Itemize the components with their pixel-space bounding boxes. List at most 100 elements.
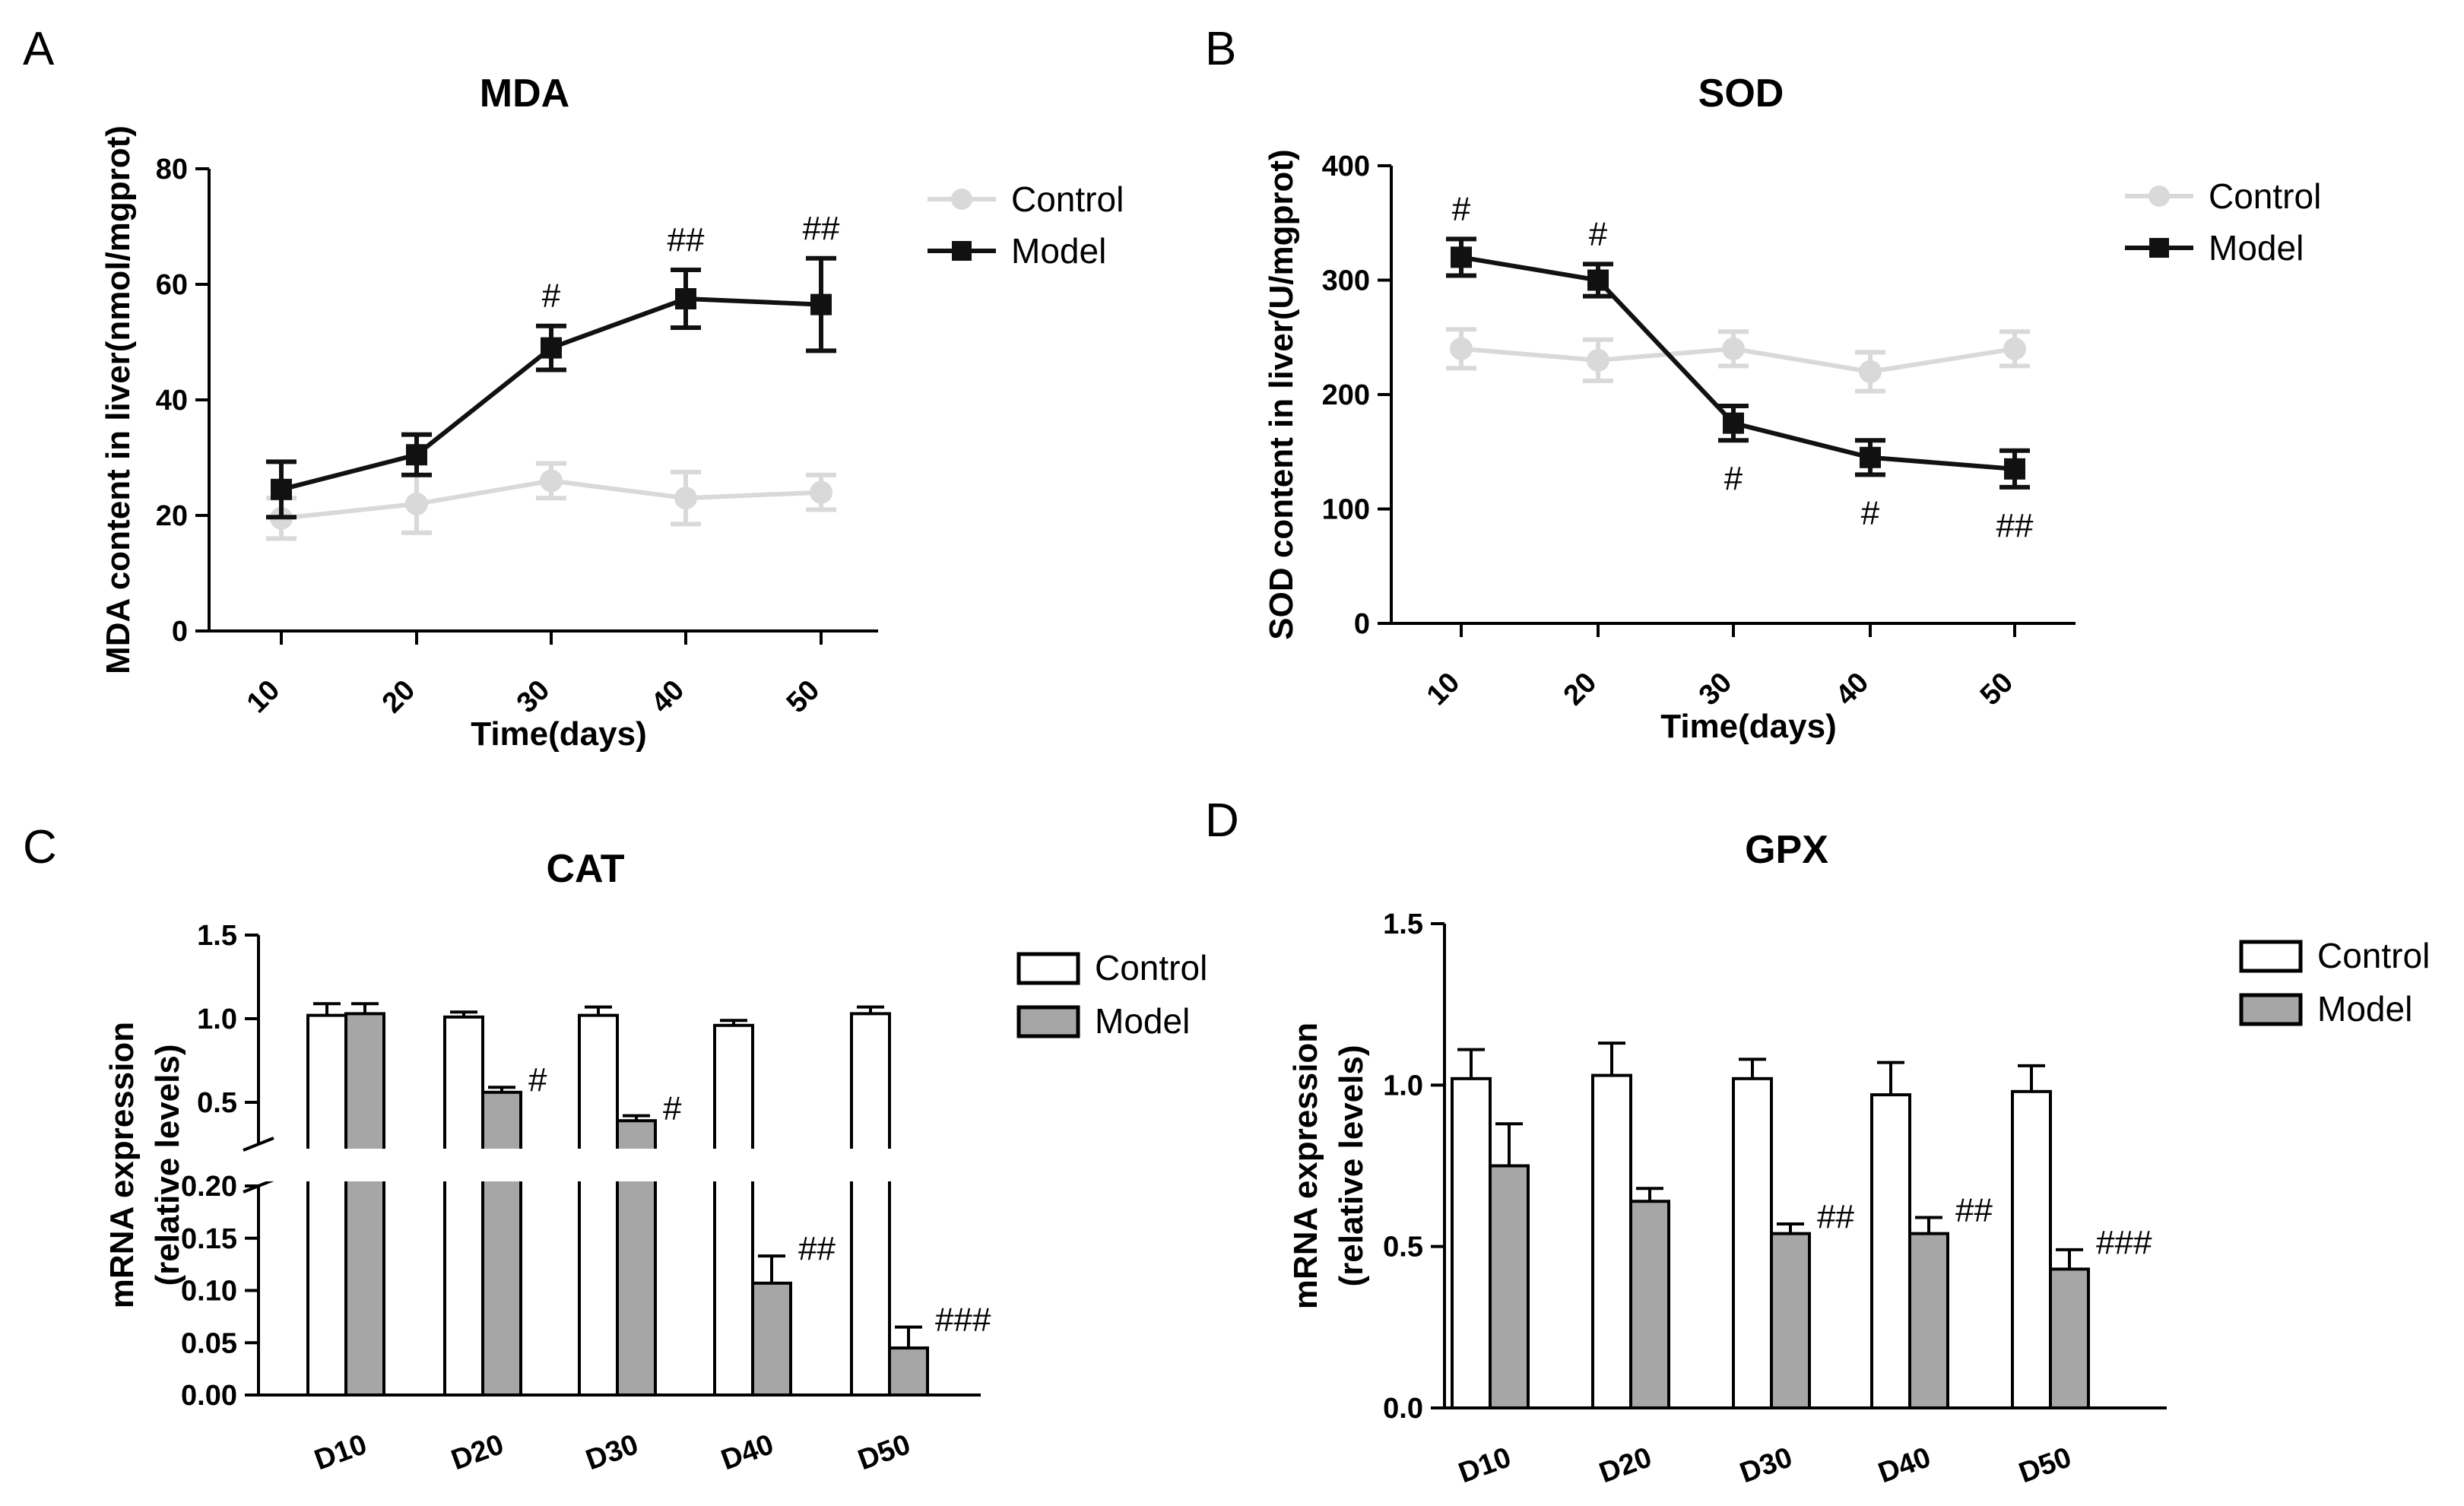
- legend-model-label: Model: [2317, 989, 2412, 1029]
- legend-control-marker: [951, 189, 972, 210]
- y-tick-label: 200: [1322, 379, 1370, 411]
- control-bar: [1591, 1073, 1632, 1410]
- y-axis-label-line1: mRNA expression: [1287, 1022, 1324, 1309]
- control-data-point: [1859, 360, 1882, 383]
- significance-marker: ###: [2096, 1224, 2152, 1261]
- chart-title: MDA: [480, 71, 569, 116]
- control-bar: [1732, 1076, 1773, 1409]
- x-tick-label: 40: [645, 674, 691, 720]
- y-tick-label: 0.05: [181, 1327, 237, 1359]
- x-tick-label: 20: [376, 674, 422, 720]
- x-tick-label: D10: [1454, 1441, 1515, 1489]
- legend-model-label: Model: [1011, 231, 1106, 271]
- x-tick-label: 30: [1693, 667, 1739, 712]
- model-bar: [751, 1281, 792, 1397]
- legend-control-label: Control: [1095, 948, 1207, 988]
- significance-marker: ###: [935, 1302, 991, 1339]
- x-tick-label: D40: [1874, 1441, 1935, 1489]
- y-tick-label: 0.0: [1383, 1393, 1423, 1425]
- model-bar: [1489, 1164, 1530, 1409]
- significance-marker: ##: [803, 210, 840, 247]
- control-data-point: [1722, 337, 1745, 360]
- significance-marker: ##: [1955, 1191, 1993, 1229]
- panel-label-d: D: [1205, 794, 1239, 847]
- model-data-point: [406, 444, 427, 466]
- panel-label-a: A: [23, 23, 55, 75]
- control-bar: [2011, 1089, 2052, 1409]
- y-tick-label: 0.15: [181, 1223, 237, 1255]
- y-axis-label-line2: (relative levels): [149, 1045, 186, 1286]
- x-tick-label: D30: [1736, 1441, 1796, 1489]
- y-tick-label: 80: [156, 154, 188, 185]
- significance-marker: #: [542, 277, 561, 315]
- legend-model-marker: [2149, 238, 2169, 258]
- legend-control-marker: [2148, 185, 2170, 207]
- chart-title: SOD: [1698, 71, 1784, 116]
- control-data-point: [1450, 337, 1473, 360]
- model-data-point: [810, 293, 832, 315]
- legend-model-swatch: [1016, 1005, 1080, 1038]
- x-tick-label: D10: [310, 1428, 371, 1476]
- x-tick-label: 30: [511, 674, 557, 720]
- x-tick-label: 20: [1558, 667, 1603, 712]
- y-tick-label: 40: [156, 385, 188, 417]
- y-axis-label-line1: mRNA expression: [103, 1022, 141, 1308]
- model-bar: [1770, 1232, 1811, 1410]
- x-tick-label: 10: [1421, 667, 1467, 712]
- model-data-point: [675, 288, 696, 309]
- model-bar: [481, 1090, 522, 1397]
- y-tick-label: 0.10: [181, 1276, 237, 1308]
- control-bar: [713, 1023, 754, 1397]
- x-tick-label: 50: [1974, 667, 2020, 712]
- legend-control-label: Control: [1011, 179, 1124, 219]
- legend-model-label: Model: [2209, 228, 2304, 268]
- significance-marker: #: [1724, 460, 1743, 497]
- x-tick-label: D40: [717, 1428, 778, 1476]
- significance-marker: #: [1861, 494, 1880, 531]
- x-tick-label: D50: [2015, 1441, 2076, 1489]
- y-tick-label: 60: [156, 269, 188, 301]
- axis-break-mark: [243, 1137, 274, 1152]
- legend-control-label: Control: [2317, 936, 2430, 975]
- chart-title: CAT: [546, 847, 624, 891]
- x-tick-label: D20: [1595, 1441, 1656, 1489]
- model-data-point: [271, 478, 292, 500]
- y-tick-label: 0.00: [181, 1380, 237, 1412]
- panel-b-sod-chart: SOD 0 100 200 300 400 10 20 30 40 50 Time(days) SOD …: [1263, 71, 2321, 745]
- y-tick-label: 400: [1322, 151, 1370, 182]
- x-axis-label: Time(days): [1660, 708, 1837, 745]
- model-data-point: [1860, 446, 1881, 468]
- axis-break-gap: [262, 1149, 1052, 1181]
- significance-marker: ##: [1817, 1198, 1854, 1235]
- y-axis-label-line2: (relative levels): [1333, 1045, 1370, 1287]
- control-data-point: [405, 492, 428, 515]
- control-data-point: [810, 480, 832, 504]
- y-axis-label: MDA content in liver(nmol/mgprot): [100, 125, 137, 674]
- control-bar: [1451, 1076, 1492, 1409]
- y-tick-label: 1.0: [197, 1003, 237, 1035]
- panel-label-b: B: [1205, 23, 1236, 75]
- y-tick-label: 0: [1354, 608, 1370, 640]
- x-tick-label: 40: [1830, 667, 1876, 712]
- control-bar: [306, 1013, 347, 1397]
- chart-title: GPX: [1745, 828, 1828, 872]
- y-tick-label: 300: [1322, 265, 1370, 297]
- control-data-point: [540, 469, 563, 493]
- control-bar: [443, 1015, 484, 1397]
- significance-marker: ##: [1996, 507, 2034, 544]
- control-bar: [578, 1013, 619, 1397]
- y-tick-label: 0: [172, 616, 188, 648]
- control-data-point: [1587, 348, 1609, 372]
- x-tick-label: 10: [241, 674, 287, 720]
- legend-model-label: Model: [1095, 1001, 1190, 1041]
- model-data-point: [2004, 458, 2025, 480]
- significance-marker: #: [1589, 215, 1608, 252]
- legend-control-swatch: [1016, 952, 1080, 985]
- y-tick-label: 1.5: [197, 920, 237, 952]
- legend-control-label: Control: [2209, 176, 2321, 216]
- model-bar: [1908, 1232, 1949, 1410]
- y-tick-label: 100: [1322, 494, 1370, 526]
- y-tick-label: 20: [156, 500, 188, 532]
- panel-d-gpx-chart: 0.0 0.5 1.0 1.5 GPX mRNA expression (relative …: [1287, 828, 2430, 1489]
